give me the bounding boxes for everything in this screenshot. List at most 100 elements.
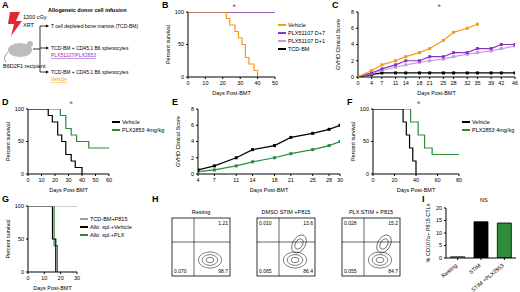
svg-text:0: 0 xyxy=(26,177,29,183)
svg-text:98.7: 98.7 xyxy=(218,268,228,274)
svg-text:0.065: 0.065 xyxy=(259,268,272,274)
svg-text:0: 0 xyxy=(26,275,29,281)
svg-text:B6D2F1 recipient: B6D2F1 recipient xyxy=(3,63,46,69)
svg-text:4: 4 xyxy=(351,41,354,47)
svg-text:40: 40 xyxy=(255,80,261,86)
svg-text:50: 50 xyxy=(92,177,98,183)
svg-text:Vehicle: Vehicle xyxy=(51,76,67,82)
svg-text:8: 8 xyxy=(351,9,354,15)
svg-text:Resting: Resting xyxy=(192,209,211,215)
svg-text:XRT: XRT xyxy=(23,22,35,28)
svg-text:50: 50 xyxy=(18,236,24,242)
svg-text:10: 10 xyxy=(436,230,442,236)
svg-text:18: 18 xyxy=(416,80,422,86)
svg-text:21: 21 xyxy=(288,177,294,183)
svg-text:11: 11 xyxy=(393,80,399,86)
svg-text:0: 0 xyxy=(371,177,374,183)
svg-text:50: 50 xyxy=(178,41,184,47)
svg-text:6: 6 xyxy=(351,25,354,31)
svg-text:Days Post-BMT: Days Post-BMT xyxy=(250,187,289,193)
svg-text:39: 39 xyxy=(488,80,494,86)
svg-text:0: 0 xyxy=(191,171,194,177)
svg-text:0: 0 xyxy=(21,171,24,177)
svg-text:Percent survival: Percent survival xyxy=(350,122,356,161)
svg-text:Percent survival: Percent survival xyxy=(165,25,171,64)
svg-text:100: 100 xyxy=(15,106,24,112)
svg-text:86.4: 86.4 xyxy=(303,268,313,274)
svg-text:60: 60 xyxy=(106,177,112,183)
svg-text:1200 cGy: 1200 cGy xyxy=(23,14,47,20)
svg-text:10: 10 xyxy=(202,80,208,86)
svg-text:30: 30 xyxy=(237,80,243,86)
svg-text:STIM +PLX2853: STIM +PLX2853 xyxy=(470,262,505,292)
svg-text:0.028: 0.028 xyxy=(344,220,357,226)
svg-text:11: 11 xyxy=(233,177,239,183)
svg-text:20: 20 xyxy=(220,80,226,86)
svg-text:42: 42 xyxy=(498,80,504,86)
svg-text:Resting: Resting xyxy=(440,262,458,279)
svg-text:2: 2 xyxy=(351,58,354,64)
svg-text:0: 0 xyxy=(181,74,184,80)
svg-text:20: 20 xyxy=(391,177,397,183)
svg-text:50: 50 xyxy=(272,80,278,86)
svg-text:84.7: 84.7 xyxy=(388,268,398,274)
svg-text:Days Post-BMT: Days Post-BMT xyxy=(33,285,72,291)
svg-text:46: 46 xyxy=(512,80,518,86)
svg-text:80: 80 xyxy=(456,177,462,183)
svg-text:28: 28 xyxy=(326,177,332,183)
svg-text:30: 30 xyxy=(65,177,71,183)
svg-text:TCD-BM + CD45.1 B6 splenocytes: TCD-BM + CD45.1 B6 splenocytes xyxy=(51,69,129,75)
svg-text:20: 20 xyxy=(52,177,58,183)
svg-text:T cell depleted bone marrow (T: T cell depleted bone marrow (TCD-BM) xyxy=(51,23,138,29)
svg-text:TCD-BM + CD45.1 B6 splenocytes: TCD-BM + CD45.1 B6 splenocytes xyxy=(51,45,129,51)
svg-text:13.6: 13.6 xyxy=(303,220,313,226)
svg-text:35: 35 xyxy=(474,80,480,86)
svg-text:0.070: 0.070 xyxy=(174,268,187,274)
svg-text:2: 2 xyxy=(191,155,194,161)
svg-text:100: 100 xyxy=(175,9,184,15)
svg-text:50: 50 xyxy=(18,138,24,144)
svg-text:DMSO STIM +P815: DMSO STIM +P815 xyxy=(262,209,311,215)
svg-text:20: 20 xyxy=(436,205,442,211)
svg-text:100: 100 xyxy=(360,106,369,112)
svg-text:4: 4 xyxy=(191,138,194,144)
svg-text:0: 0 xyxy=(356,80,359,86)
svg-text:1.21: 1.21 xyxy=(218,220,228,226)
svg-text:0: 0 xyxy=(366,171,369,177)
svg-text:0: 0 xyxy=(351,74,354,80)
svg-text:Percent survival: Percent survival xyxy=(5,122,11,161)
svg-text:0: 0 xyxy=(186,80,189,86)
svg-text:10: 10 xyxy=(41,275,47,281)
svg-text:60: 60 xyxy=(434,177,440,183)
svg-text:40: 40 xyxy=(79,177,85,183)
svg-text:50: 50 xyxy=(363,138,369,144)
svg-text:0.010: 0.010 xyxy=(259,220,272,226)
svg-text:25: 25 xyxy=(310,177,316,183)
svg-text:32: 32 xyxy=(464,80,470,86)
svg-text:Percent survival: Percent survival xyxy=(5,219,11,258)
svg-text:15: 15 xyxy=(436,217,442,223)
svg-text:30: 30 xyxy=(74,275,80,281)
svg-text:% CD107a+ P815 CTLs: % CD107a+ P815 CTLs xyxy=(425,203,431,262)
svg-text:0: 0 xyxy=(439,255,442,261)
svg-text:Days Post-BMT: Days Post-BMT xyxy=(212,90,251,96)
svg-text:15.2: 15.2 xyxy=(388,220,398,226)
svg-text:20: 20 xyxy=(58,275,64,281)
svg-text:4: 4 xyxy=(196,177,199,183)
svg-text:10: 10 xyxy=(38,177,44,183)
svg-text:30: 30 xyxy=(337,177,343,183)
svg-text:6: 6 xyxy=(191,122,194,128)
svg-text:14: 14 xyxy=(250,177,256,183)
svg-text:PLX51107/PLX2853: PLX51107/PLX2853 xyxy=(51,52,96,58)
svg-text:PLX STIM + P815: PLX STIM + P815 xyxy=(349,209,393,215)
svg-text:25: 25 xyxy=(440,80,446,86)
svg-text:STIM: STIM xyxy=(468,262,482,275)
svg-text:Days Post-BMT: Days Post-BMT xyxy=(417,90,456,96)
svg-text:GVHD Clinical Score: GVHD Clinical Score xyxy=(335,19,341,70)
svg-text:5: 5 xyxy=(439,242,442,248)
svg-text:Days Post-BMT: Days Post-BMT xyxy=(397,187,436,193)
svg-text:Allogeneic donor cell infusion: Allogeneic donor cell infusion xyxy=(48,7,127,13)
svg-text:14: 14 xyxy=(403,80,409,86)
svg-text:4: 4 xyxy=(370,80,373,86)
svg-text:7: 7 xyxy=(213,177,216,183)
